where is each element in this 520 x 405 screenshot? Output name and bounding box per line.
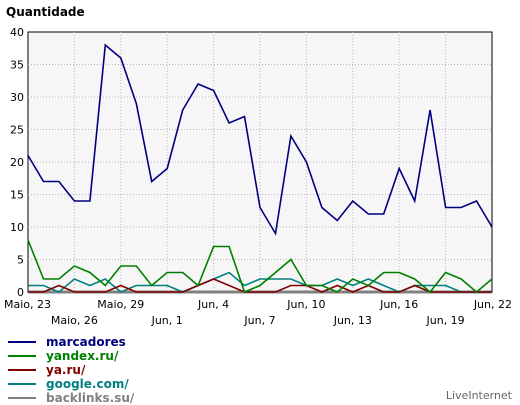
- y-tick-label: 0: [17, 286, 24, 299]
- x-tick-label: Jun, 1: [151, 314, 183, 327]
- x-tick-label: Jun, 7: [243, 314, 275, 327]
- y-tick-label: 30: [10, 91, 24, 104]
- x-tick-label: Jun, 10: [286, 298, 325, 311]
- legend-label: yandex.ru/: [46, 349, 119, 363]
- y-tick-label: 20: [10, 156, 24, 169]
- x-axis: Maio, 23 Maio, 29 Jun, 4 Jun, 10 Jun, 16 Jun,…: [4, 298, 512, 327]
- series-line-yandex-ru: [27, 239, 493, 294]
- x-tick-label: Maio, 23: [4, 298, 51, 311]
- y-tick-label: 35: [10, 59, 24, 72]
- legend-label: google.com/: [46, 377, 129, 391]
- series-lines: [27, 43, 493, 294]
- x-tick-label: Jun, 19: [426, 314, 465, 327]
- x-tick-label: Maio, 26: [51, 314, 98, 327]
- chart-title: Quantidade: [6, 5, 85, 19]
- y-tick-label: 40: [10, 26, 24, 39]
- y-tick-label: 10: [10, 221, 24, 234]
- y-tick-label: 5: [17, 254, 24, 267]
- series-line-ya-ru: [28, 278, 492, 293]
- x-tick-label: Jun, 22: [473, 298, 512, 311]
- x-tick-label: Maio, 29: [97, 298, 144, 311]
- x-tick-label: Jun, 4: [197, 298, 229, 311]
- legend-label: ya.ru/: [46, 363, 86, 377]
- x-tick-label: Jun, 13: [333, 314, 372, 327]
- y-axis: 0 5 10 15 20 25 30 35 40: [10, 26, 24, 299]
- y-tick-label: 15: [10, 189, 24, 202]
- series-line-marcadores: [27, 43, 493, 236]
- credit-label: LiveInternet: [446, 389, 513, 402]
- legend-label: backlinks.su/: [46, 391, 135, 405]
- x-tick-label: Jun, 16: [379, 298, 418, 311]
- y-tick-label: 25: [10, 124, 24, 137]
- legend: marcadoresyandex.ru/ya.ru/google.com/bac…: [8, 335, 135, 405]
- legend-label: marcadores: [46, 335, 126, 349]
